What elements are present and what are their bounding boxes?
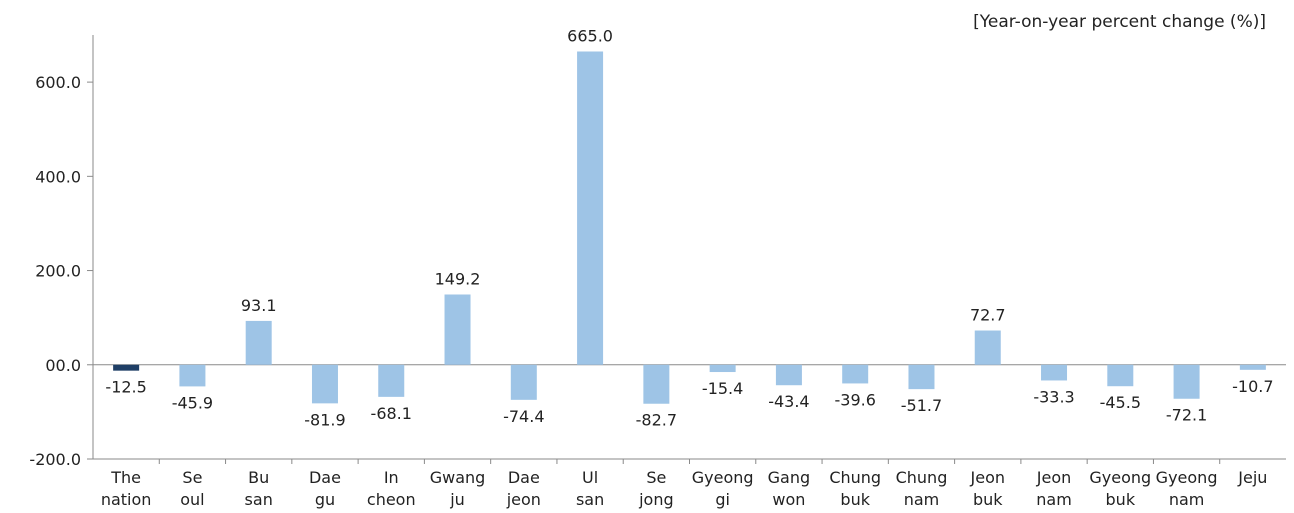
- x-tick-label: ju: [449, 490, 465, 509]
- y-tick-label: -200.0: [29, 450, 81, 469]
- y-tick-label: 200.0: [35, 262, 81, 281]
- x-tick-label: san: [245, 490, 273, 509]
- x-tick-label: Dae: [508, 468, 540, 487]
- bar: [577, 51, 604, 365]
- data-label: -82.7: [636, 411, 677, 430]
- data-label: -45.5: [1100, 393, 1141, 412]
- bar: [974, 330, 1001, 365]
- x-tick-label: Ul: [582, 468, 598, 487]
- x-tick-label: Gang: [768, 468, 811, 487]
- x-tick-label: Gwang: [430, 468, 486, 487]
- x-tick-label: nam: [1036, 490, 1072, 509]
- data-label: 149.2: [435, 269, 481, 288]
- x-tick-label: nam: [904, 490, 940, 509]
- data-label: -43.4: [768, 392, 809, 411]
- x-tick-label: Chung: [829, 468, 881, 487]
- data-label: -68.1: [371, 404, 412, 423]
- data-label: -45.9: [172, 393, 213, 412]
- bar: [1173, 364, 1200, 399]
- data-label: -10.7: [1232, 377, 1273, 396]
- data-label: -33.3: [1033, 387, 1074, 406]
- x-tick-label: Dae: [309, 468, 341, 487]
- data-label: 665.0: [567, 26, 613, 45]
- x-tick-label: nation: [101, 490, 152, 509]
- y-tick-label: 00.0: [45, 356, 81, 375]
- data-label: -51.7: [901, 396, 942, 415]
- x-tick-label: Bu: [248, 468, 269, 487]
- x-tick-label: jeon: [506, 490, 541, 509]
- x-tick-label: Chung: [896, 468, 948, 487]
- x-tick-label: Gyeong: [1156, 468, 1218, 487]
- x-tick-label: Gyeong: [1089, 468, 1151, 487]
- x-tick-label: won: [772, 490, 805, 509]
- x-tick-label: buk: [973, 490, 1003, 509]
- bar: [444, 294, 471, 365]
- bar: [775, 364, 802, 386]
- x-tick-label: Jeon: [970, 468, 1006, 487]
- x-tick-label: buk: [840, 490, 870, 509]
- data-label: 72.7: [970, 306, 1006, 325]
- bar: [842, 364, 869, 384]
- data-label: -39.6: [834, 390, 875, 409]
- x-tick-label: The: [110, 468, 141, 487]
- x-tick-label: san: [576, 490, 604, 509]
- bar: [179, 364, 206, 387]
- x-tick-label: oul: [180, 490, 204, 509]
- bar: [908, 364, 935, 390]
- bar: [1239, 364, 1266, 370]
- data-label: -74.4: [503, 407, 544, 426]
- bar: [643, 364, 670, 404]
- y-tick-label: 400.0: [35, 167, 81, 186]
- x-tick-label: In: [384, 468, 399, 487]
- x-tick-label: Gyeong: [692, 468, 754, 487]
- data-label: -15.4: [702, 379, 743, 398]
- bar: [113, 364, 140, 371]
- x-tick-label: Se: [646, 468, 666, 487]
- data-label: 93.1: [241, 296, 277, 315]
- x-tick-label: Jeju: [1237, 468, 1267, 487]
- bar: [709, 364, 736, 373]
- x-tick-label: gi: [715, 490, 730, 509]
- x-tick-label: nam: [1169, 490, 1205, 509]
- bar: [1107, 364, 1134, 387]
- bar: [311, 364, 338, 404]
- bar: [378, 364, 405, 397]
- x-tick-label: gu: [315, 490, 335, 509]
- data-label: -72.1: [1166, 406, 1207, 425]
- x-tick-label: Jeon: [1036, 468, 1072, 487]
- x-tick-label: cheon: [367, 490, 416, 509]
- x-tick-label: Se: [182, 468, 202, 487]
- y-tick-label: 600.0: [35, 73, 81, 92]
- bar: [245, 320, 272, 365]
- data-label: -12.5: [105, 378, 146, 397]
- data-label: -81.9: [304, 410, 345, 429]
- unit-note: [Year-on-year percent change (%)]: [973, 12, 1266, 32]
- bar: [510, 364, 537, 400]
- x-tick-label: buk: [1106, 490, 1136, 509]
- bar: [1041, 364, 1068, 381]
- x-tick-label: jong: [638, 490, 674, 509]
